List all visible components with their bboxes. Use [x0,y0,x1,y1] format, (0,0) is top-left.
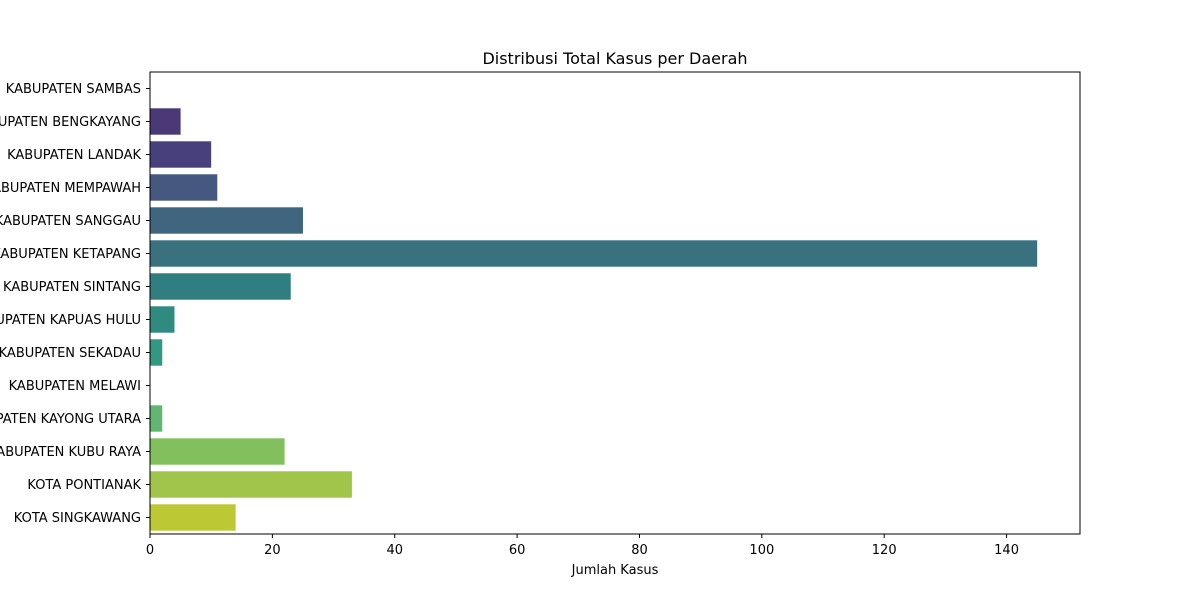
x-tick-label: 80 [631,543,648,558]
x-tick-label: 20 [264,543,281,558]
bar [150,207,303,234]
bar [150,438,285,465]
bar [150,471,352,498]
x-tick-label: 60 [509,543,526,558]
x-axis-label: Jumlah Kasus [571,563,659,578]
y-tick-label: KOTA PONTIANAK [27,478,141,493]
y-tick-label: KABUPATEN SEKADAU [0,346,141,361]
y-axis: KABUPATEN SAMBAS KABUPATEN BENGKAYANG KABU… [0,82,150,526]
x-tick-label: 120 [872,543,897,558]
bar [150,174,218,201]
y-tick-label: KOTA SINGKAWANG [14,511,141,526]
y-tick-label: KABUPATEN MEMPAWAH [0,181,141,196]
bar [150,108,181,135]
chart-title: Distribusi Total Kasus per Daerah [482,49,747,68]
bar [150,339,163,366]
bar [150,240,1038,267]
y-tick-label: KABUPATEN KAPUAS HULU [0,313,141,328]
y-tick-label: KABUPATEN KETAPANG [0,247,141,262]
y-tick-label: KABUPATEN MELAWI [9,379,141,394]
y-tick-label: KABUPATEN SINTANG [3,280,141,295]
y-tick-label: KABUPATEN SANGGAU [0,214,141,229]
bar [150,306,175,333]
x-tick-label: 40 [386,543,403,558]
plot-frame [149,71,1081,535]
x-tick-label: 140 [994,543,1019,558]
bar [150,405,163,432]
x-tick-label: 100 [749,543,774,558]
bar [150,141,212,168]
y-tick-label: KABUPATEN LANDAK [7,148,141,163]
bars-layer [150,108,1038,531]
x-tick-label: 0 [146,543,154,558]
y-tick-label: KABUPATEN KAYONG UTARA [0,412,141,427]
y-tick-label: KABUPATEN SAMBAS [6,82,141,97]
bar [150,504,236,531]
y-tick-label: KABUPATEN KUBU RAYA [0,445,141,460]
y-tick-label: KABUPATEN BENGKAYANG [0,115,141,130]
bar [150,273,291,300]
x-axis: 0 20 40 60 80 100 120 140 [146,534,1019,558]
